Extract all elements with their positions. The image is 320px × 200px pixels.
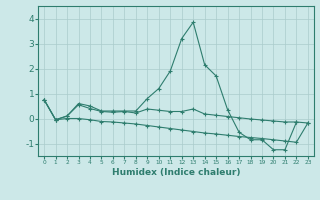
X-axis label: Humidex (Indice chaleur): Humidex (Indice chaleur) [112, 168, 240, 177]
